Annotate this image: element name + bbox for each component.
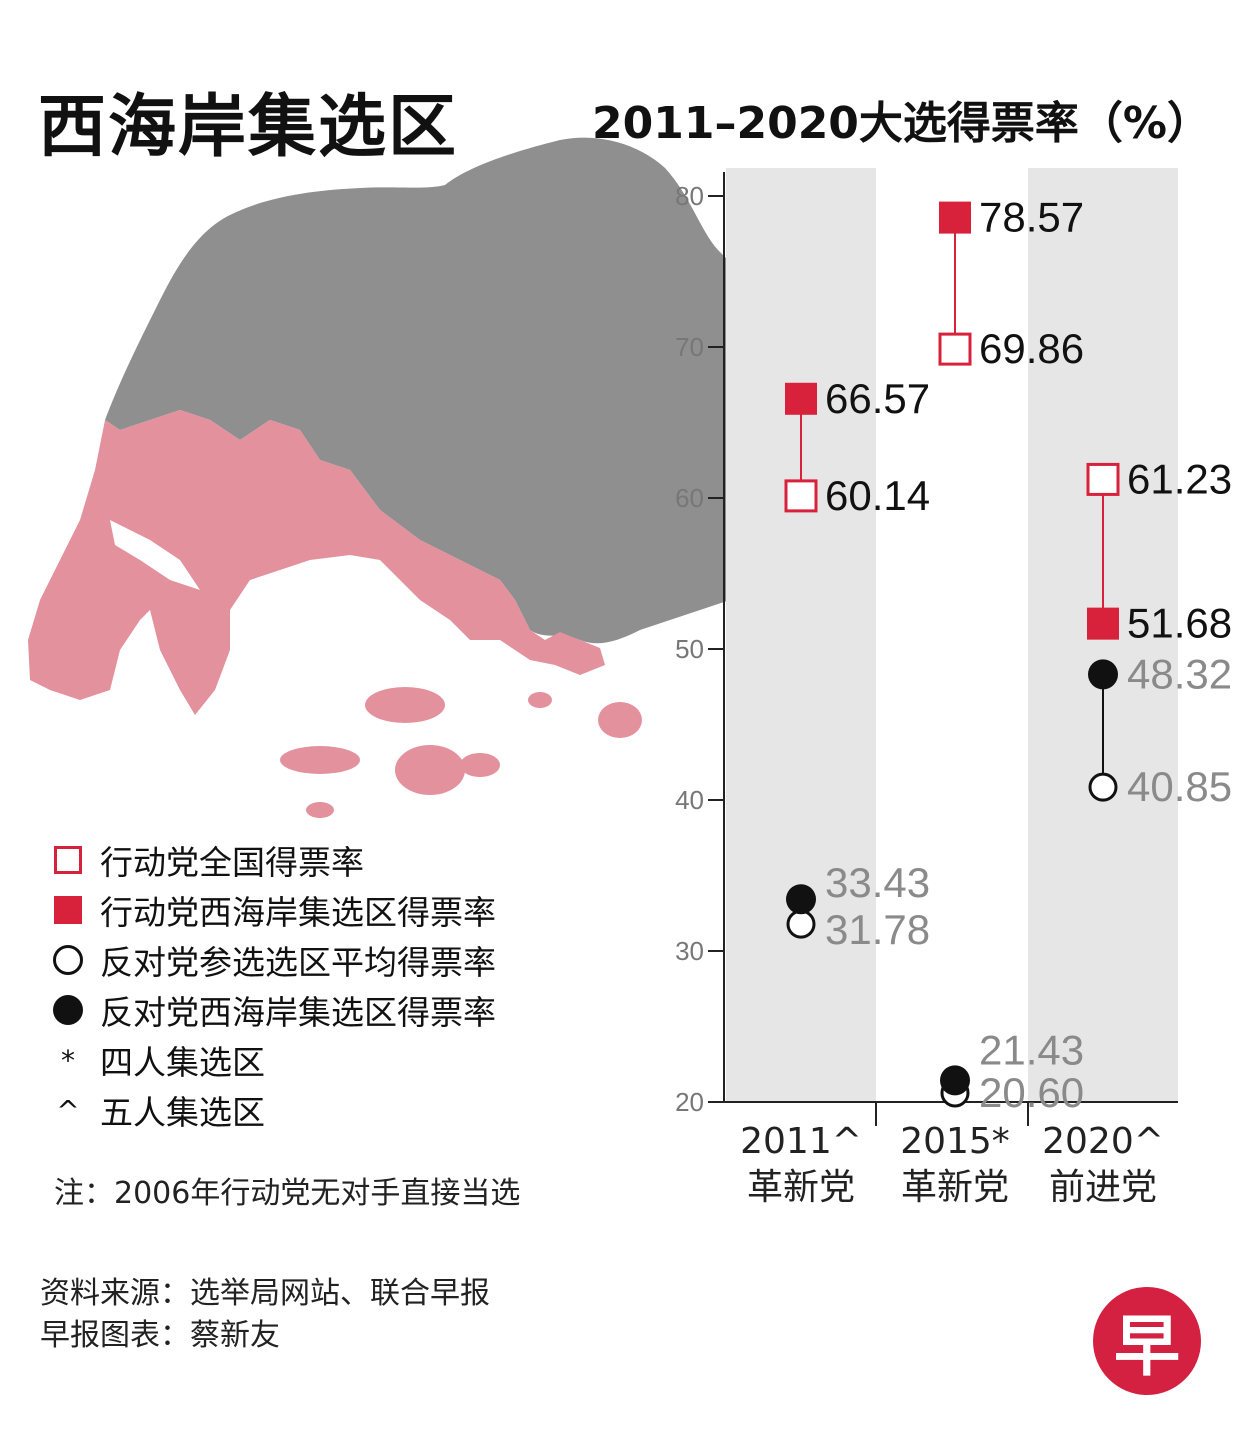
- x-category-year: 2015*: [900, 1121, 1010, 1162]
- logo-text: 早: [1114, 1307, 1180, 1385]
- pap-national-marker: [938, 332, 972, 366]
- legend-item: * 四人集选区: [50, 1038, 265, 1082]
- legend-label: 行动党西海岸集选区得票率: [100, 893, 496, 932]
- pap-westcoast-marker: [1087, 607, 1119, 640]
- data-label: 21.43: [979, 1026, 1084, 1073]
- legend-label: 反对党西海岸集选区得票率: [100, 993, 496, 1032]
- legend-symbol: [50, 892, 86, 928]
- legend-symbol: [50, 992, 86, 1028]
- map-island: [460, 753, 500, 777]
- map-land-gray: [105, 137, 730, 644]
- data-label: 51.68: [1127, 600, 1232, 647]
- pap-national-marker: [784, 479, 818, 513]
- opposition-average-marker: [1088, 772, 1118, 802]
- map-island: [528, 692, 552, 708]
- west-coast-map: [28, 137, 730, 818]
- pap-westcoast-marker: [785, 382, 817, 415]
- y-tick-label: 50: [675, 634, 704, 664]
- x-category-party: 革新党: [901, 1167, 1009, 1208]
- y-tick-label: 30: [675, 936, 704, 966]
- credit-text: 早报图表：蔡新友: [40, 1318, 280, 1353]
- map-island: [280, 746, 360, 774]
- map-island: [598, 702, 642, 738]
- y-tick-label: 60: [675, 483, 704, 513]
- legend-symbol: [50, 842, 86, 878]
- zaobao-logo: 早: [1093, 1287, 1201, 1395]
- chart-title: 2011–2020大选得票率（%）: [592, 98, 1212, 149]
- legend-label: 四人集选区: [100, 1043, 265, 1082]
- data-label: 40.85: [1127, 763, 1232, 810]
- data-label: 66.57: [825, 375, 930, 422]
- legend-label: 反对党参选选区平均得票率: [100, 943, 496, 982]
- data-label: 48.32: [1127, 650, 1232, 697]
- footnote: 注：2006年行动党无对手直接当选: [54, 1176, 521, 1211]
- source-text: 资料来源：选举局网站、联合早报: [40, 1276, 490, 1311]
- data-label: 33.43: [825, 859, 930, 906]
- pap-westcoast-marker: [939, 201, 971, 234]
- x-category-year: 2020^: [1042, 1121, 1164, 1162]
- y-tick-label: 40: [675, 785, 704, 815]
- opposition-average-marker: [786, 909, 816, 939]
- data-label: 69.86: [979, 325, 1084, 372]
- data-label: 60.14: [825, 472, 930, 519]
- opposition-westcoast-marker: [786, 884, 816, 915]
- legend-item: 行动党全国得票率: [50, 838, 364, 882]
- legend-label: 行动党全国得票率: [100, 843, 364, 882]
- x-category-year: 2011^: [740, 1121, 862, 1162]
- data-label: 20.60: [979, 1069, 1084, 1116]
- legend-item: 行动党西海岸集选区得票率: [50, 888, 496, 932]
- data-label: 31.78: [825, 906, 930, 953]
- legend-item: 反对党参选选区平均得票率: [50, 938, 496, 982]
- y-tick-label: 80: [675, 181, 704, 211]
- x-category-party: 前进党: [1049, 1167, 1157, 1208]
- column-band: [726, 168, 876, 1102]
- map-island: [306, 802, 334, 818]
- legend-symbol: ^: [56, 1093, 80, 1127]
- y-tick-label: 20: [675, 1087, 704, 1117]
- data-label: 61.23: [1127, 455, 1232, 502]
- pap-national-marker: [1086, 462, 1120, 496]
- map-land-pink: [28, 410, 605, 715]
- legend-item: 反对党西海岸集选区得票率: [50, 988, 496, 1032]
- legend-item: ^ 五人集选区: [50, 1088, 265, 1132]
- x-category-party: 革新党: [747, 1167, 855, 1208]
- data-label: 78.57: [979, 194, 1084, 241]
- map-island: [365, 687, 445, 723]
- y-tick-label: 70: [675, 332, 704, 362]
- map-title: 西海岸集选区: [38, 88, 459, 167]
- opposition-westcoast-marker: [940, 1065, 970, 1096]
- legend-label: 五人集选区: [100, 1093, 265, 1132]
- map-island: [395, 745, 465, 795]
- legend-symbol: [50, 942, 86, 978]
- legend-symbol: *: [61, 1043, 75, 1077]
- opposition-westcoast-marker: [1088, 659, 1118, 690]
